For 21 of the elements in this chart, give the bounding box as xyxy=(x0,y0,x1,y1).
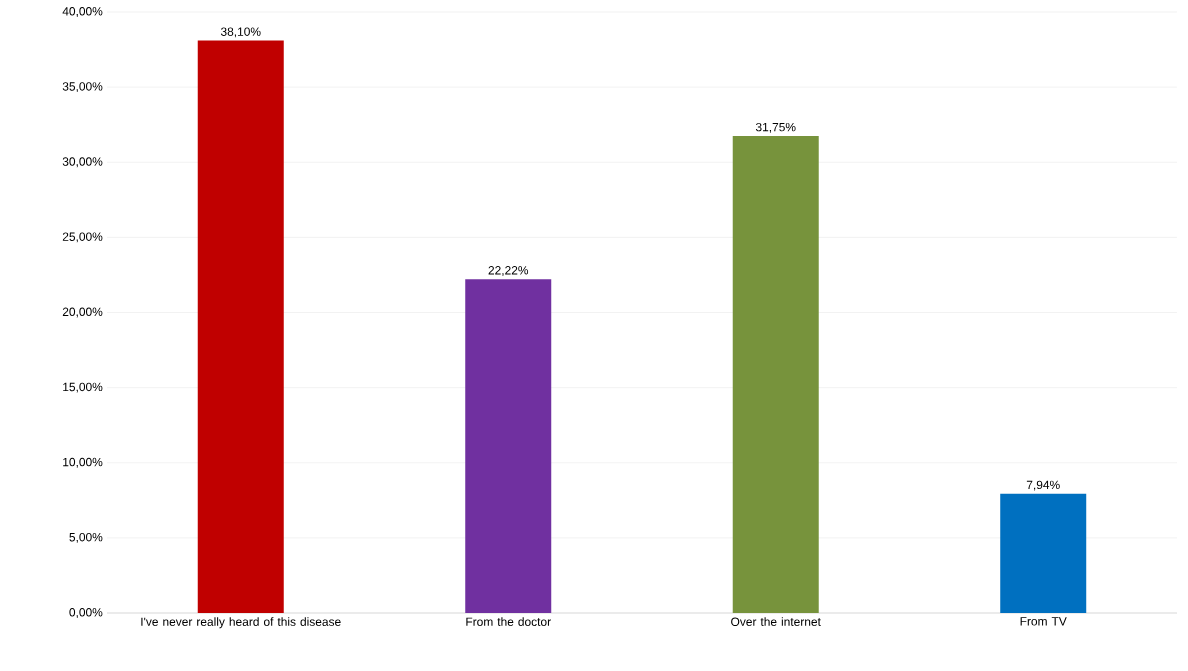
bar xyxy=(197,40,284,613)
x-tick-label: I've never really heard of this disease xyxy=(141,617,341,629)
data-label: 31,75% xyxy=(755,122,796,133)
bar xyxy=(465,279,552,613)
y-tick-label: 30,00% xyxy=(62,157,103,168)
y-tick-label: 15,00% xyxy=(63,382,103,393)
y-tick-label: 25,00% xyxy=(62,232,103,243)
data-label: 7,94% xyxy=(1026,480,1060,491)
x-tick-label: Over the internet xyxy=(731,617,821,626)
data-label: 38,10% xyxy=(220,27,261,38)
x-tick-label: From the doctor xyxy=(466,617,551,626)
y-tick-label: 0,00% xyxy=(69,608,103,618)
y-tick-label: 10,00% xyxy=(63,457,103,468)
x-tick-label: From TV xyxy=(1020,617,1067,626)
bar xyxy=(732,135,819,613)
y-tick-label: 20,00% xyxy=(62,307,103,318)
bar xyxy=(1000,493,1087,613)
y-tick-label: 35,00% xyxy=(62,82,103,93)
y-tick-label: 40,00% xyxy=(62,7,103,17)
data-label: 22,22% xyxy=(488,266,529,276)
y-tick-label: 5,00% xyxy=(69,532,103,543)
